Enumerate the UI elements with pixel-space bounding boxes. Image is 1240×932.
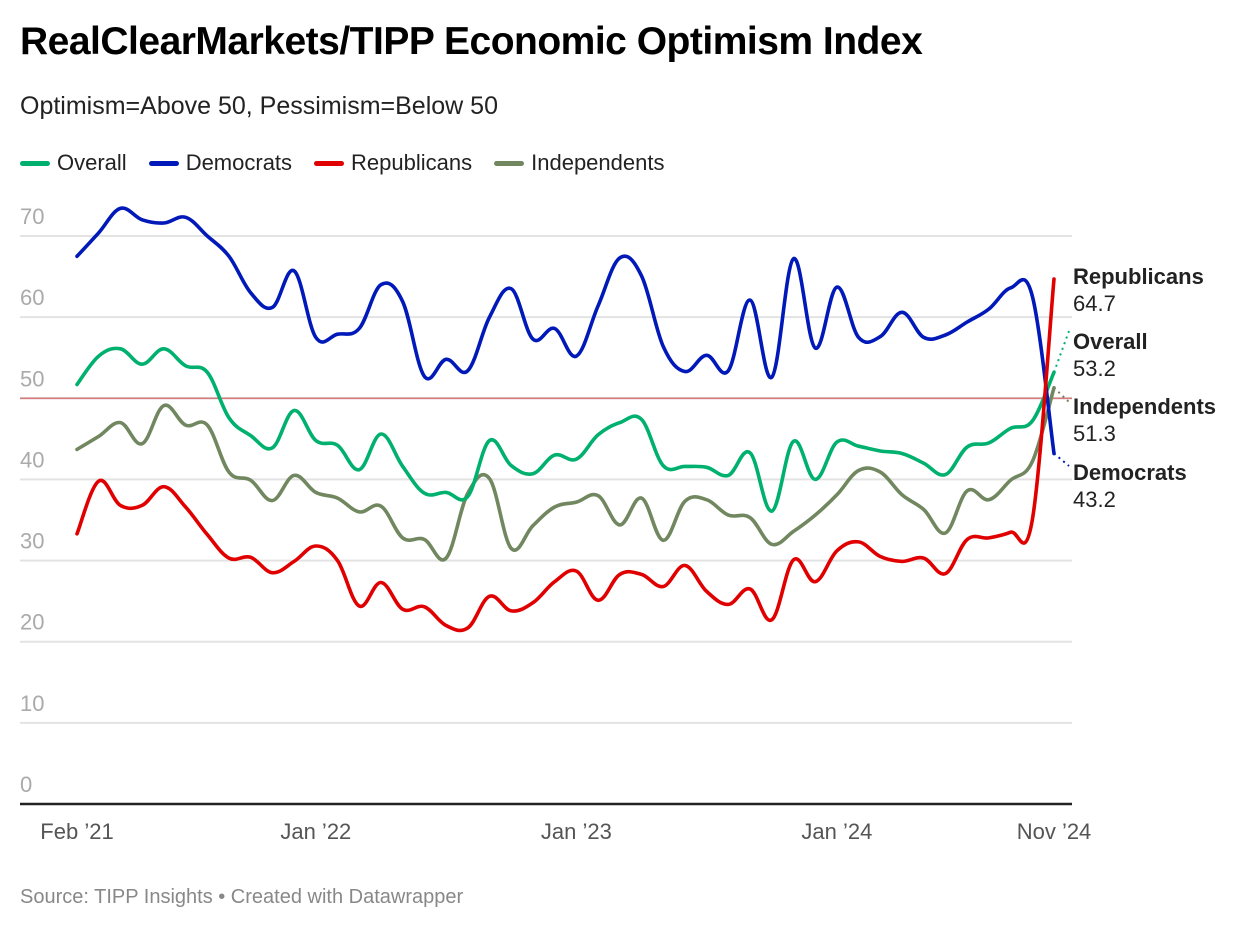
y-tick-label: 0 xyxy=(20,772,32,797)
series-lines xyxy=(75,206,1056,633)
legend-item-democrats: Democrats xyxy=(148,150,293,176)
label-connectors xyxy=(1053,330,1070,467)
legend-swatch-overall xyxy=(20,160,50,166)
y-axis-ticks: 0 10 20 30 40 50 60 70 xyxy=(20,204,44,797)
series-line-overall xyxy=(75,346,1056,513)
x-axis-ticks: Feb ’21 Jan ’22 Jan ’23 Jan ’24 Nov ’24 xyxy=(40,819,1091,844)
end-label-value-independents: 51.3 xyxy=(1073,421,1116,446)
legend-label-independents: Independents xyxy=(531,150,665,175)
chart-subtitle: Optimism=Above 50, Pessimism=Below 50 xyxy=(20,92,498,120)
y-tick-label: 40 xyxy=(20,447,44,472)
end-label-name-democrats: Democrats xyxy=(1073,460,1187,485)
chart-title: RealClearMarkets/TIPP Economic Optimism … xyxy=(20,20,923,63)
x-tick-label: Nov ’24 xyxy=(1017,819,1092,844)
legend-label-republicans: Republicans xyxy=(351,150,473,175)
source-note: Source: TIPP Insights • Created with Dat… xyxy=(20,886,464,908)
legend-swatch-republicans xyxy=(314,160,345,166)
legend-item-overall: Overall xyxy=(20,150,127,176)
legend-swatch-independents xyxy=(494,160,525,166)
end-label-name-republicans: Republicans xyxy=(1073,264,1204,289)
series-line-republicans xyxy=(75,277,1056,633)
legend-label-democrats: Democrats xyxy=(185,150,293,175)
end-label-value-democrats: 43.2 xyxy=(1073,487,1116,512)
legend-label-overall: Overall xyxy=(57,150,127,175)
y-tick-label: 60 xyxy=(20,285,44,310)
series-line-democrats xyxy=(75,206,1056,456)
legend-item-independents: Independents xyxy=(494,150,664,176)
end-label-name-overall: Overall xyxy=(1073,329,1148,354)
connector-independents xyxy=(1053,387,1070,403)
x-tick-label: Jan ’24 xyxy=(801,819,872,844)
x-tick-label: Feb ’21 xyxy=(40,819,113,844)
y-tick-label: 20 xyxy=(20,610,44,635)
legend-swatch-democrats xyxy=(148,160,179,166)
end-label-value-republicans: 64.7 xyxy=(1073,291,1116,316)
connector-overall xyxy=(1053,330,1070,373)
legend: Overall Democrats Republicans Independen… xyxy=(20,150,664,176)
end-label-name-independents: Independents xyxy=(1073,394,1216,419)
gridlines xyxy=(20,235,1072,724)
y-tick-label: 50 xyxy=(20,366,44,391)
y-tick-label: 30 xyxy=(20,529,44,554)
y-tick-label: 10 xyxy=(20,691,44,716)
end-label-value-overall: 53.2 xyxy=(1073,356,1116,381)
series-line-independents xyxy=(75,385,1056,562)
x-tick-label: Jan ’22 xyxy=(280,819,351,844)
x-tick-label: Jan ’23 xyxy=(541,819,612,844)
y-tick-label: 70 xyxy=(20,204,44,229)
connector-democrats xyxy=(1053,452,1070,467)
legend-item-republicans: Republicans xyxy=(314,150,472,176)
